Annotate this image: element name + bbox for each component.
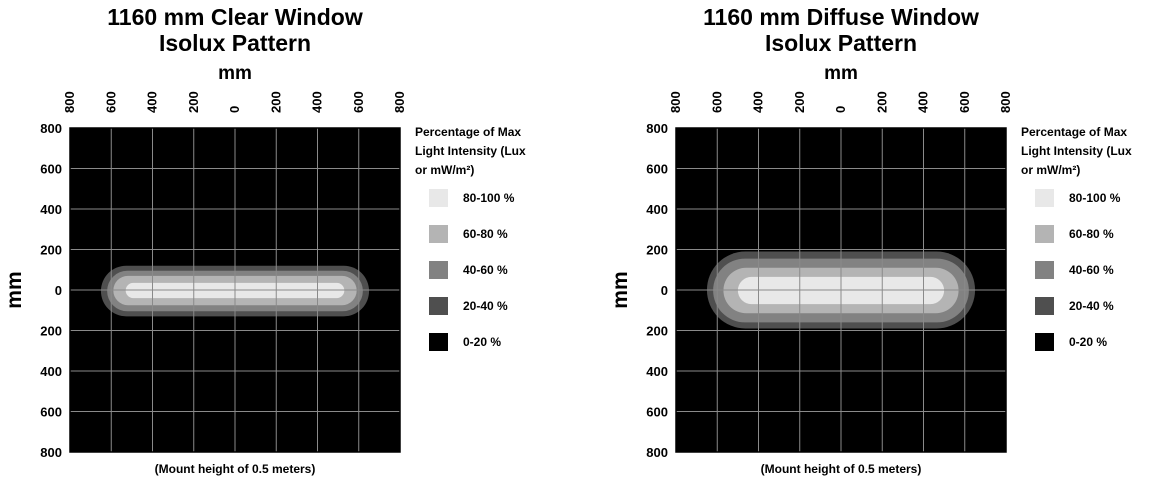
x-axis-label: mm [218,63,252,84]
y-tick-label: 600 [646,405,668,420]
legend-swatch [429,333,448,351]
y-tick-label: 800 [40,121,62,136]
y-tick-label: 200 [40,324,62,339]
legend-swatch [429,225,448,243]
legend-item-80-100: 80-100 % [415,188,565,208]
isolux-plot-clear: 800 600 400 200 0 200 400 600 800800600400200020… [3,63,407,476]
x-tick-label: 200 [874,91,889,113]
x-tick-label: 800 [668,91,683,113]
legend-swatch [1035,261,1054,279]
x-tick-label: 800 [392,91,407,113]
x-tick-label: 0 [833,106,848,113]
legend-label: 40-60 % [1069,263,1114,277]
x-tick-label: 400 [145,91,160,113]
legend-title-line: Light Intensity (Lux [1021,144,1132,158]
x-tick-label: 400 [916,91,931,113]
y-tick-label: 600 [646,162,668,177]
chart-panel-diffuse: 1160 mm Diffuse Window Isolux Pattern 80… [606,0,1152,482]
chart-caption: (Mount height of 0.5 meters) [155,462,316,476]
legend-label: 20-40 % [463,299,508,313]
legend-label: 80-100 % [1069,191,1121,205]
y-tick-label: 0 [661,283,668,298]
y-tick-label: 600 [40,162,62,177]
x-tick-label: 200 [186,91,201,113]
y-tick-label: 200 [646,243,668,258]
x-tick-label: 800 [62,91,77,113]
x-tick-label: 600 [957,91,972,113]
legend: Percentage of Max Light Intensity (Lux o… [1021,123,1152,368]
legend-label: 20-40 % [1069,299,1114,313]
legend-swatch [1035,189,1054,207]
legend-item-40-60: 40-60 % [415,260,565,280]
legend-title-line: or mW/m²) [415,163,475,177]
legend-item-20-40: 20-40 % [415,296,565,316]
chart-title-line-2: Isolux Pattern [764,30,918,56]
legend-item-40-60: 40-60 % [1021,260,1152,280]
plot-frame [675,127,1007,453]
chart-caption: (Mount height of 0.5 meters) [761,462,922,476]
legend-swatch [429,261,448,279]
legend-title-line: or mW/m²) [1021,163,1081,177]
chart-title: 1160 mm Clear Window Isolux Pattern [70,4,400,56]
x-tick-label: 600 [709,91,724,113]
y-axis-label: mm [609,271,632,308]
legend-label: 60-80 % [463,227,508,241]
chart-panel-clear: 1160 mm Clear Window Isolux Pattern 800 6… [0,0,560,482]
x-axis-label: mm [824,63,858,84]
y-tick-label: 400 [40,364,62,379]
legend-label: 0-20 % [463,335,502,349]
chart-title: 1160 mm Diffuse Window Isolux Pattern [676,4,1006,56]
chart-title-line-1: 1160 mm Diffuse Window [703,4,979,30]
legend-title-line: Light Intensity (Lux [415,144,526,158]
legend-item-0-20: 0-20 % [1021,332,1152,352]
legend-item-60-80: 60-80 % [415,224,565,244]
x-tick-label: 200 [268,91,283,113]
y-tick-label: 0 [55,283,62,298]
y-tick-label: 600 [40,405,62,420]
chart-title-line-1: 1160 mm Clear Window [107,4,363,30]
y-tick-label: 800 [646,121,668,136]
legend-swatch [1035,297,1054,315]
y-tick-label: 200 [40,243,62,258]
legend-swatch [1035,333,1054,351]
x-tick-label: 200 [792,91,807,113]
x-tick-label: 600 [103,91,118,113]
legend-label: 80-100 % [463,191,515,205]
legend-title: Percentage of Max Light Intensity (Lux o… [415,123,565,180]
legend-label: 60-80 % [1069,227,1114,241]
legend-swatch [429,297,448,315]
legend-swatch [1035,225,1054,243]
x-tick-label: 400 [310,91,325,113]
legend-title-line: Percentage of Max [1021,125,1128,139]
y-axis-label: mm [3,271,26,308]
y-tick-label: 200 [646,324,668,339]
x-tick-label: 400 [751,91,766,113]
y-tick-label: 400 [646,202,668,217]
legend-item-60-80: 60-80 % [1021,224,1152,244]
chart-title-line-2: Isolux Pattern [158,30,312,56]
legend-item-0-20: 0-20 % [415,332,565,352]
legend-title: Percentage of Max Light Intensity (Lux o… [1021,123,1152,180]
isolux-plot-diffuse: 800 600 400 200 0 200 400 600 800800600400200020… [609,63,1013,476]
legend: Percentage of Max Light Intensity (Lux o… [415,123,565,368]
x-tick-label: 0 [227,106,242,113]
x-tick-label: 600 [351,91,366,113]
legend-label: 40-60 % [463,263,508,277]
legend-item-20-40: 20-40 % [1021,296,1152,316]
legend-label: 0-20 % [1069,335,1108,349]
y-tick-label: 800 [40,445,62,460]
y-tick-label: 400 [646,364,668,379]
legend-swatch [429,189,448,207]
legend-title-line: Percentage of Max [415,125,522,139]
x-tick-label: 800 [998,91,1013,113]
plot-frame [69,127,401,453]
legend-item-80-100: 80-100 % [1021,188,1152,208]
y-tick-label: 400 [40,202,62,217]
y-tick-label: 800 [646,445,668,460]
